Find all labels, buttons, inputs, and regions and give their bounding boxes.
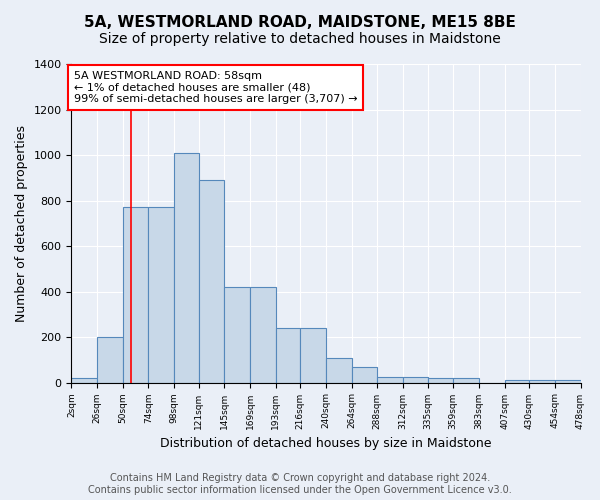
Bar [275,328,300,382]
Text: 5A, WESTMORLAND ROAD, MAIDSTONE, ME15 8BE: 5A, WESTMORLAND ROAD, MAIDSTONE, ME15 8B… [84,15,516,30]
Bar [300,328,326,382]
Bar [428,378,453,382]
Bar [326,358,352,382]
Bar [505,380,529,382]
Bar [123,208,148,382]
Bar [403,377,428,382]
Bar [453,378,479,382]
Y-axis label: Number of detached properties: Number of detached properties [15,125,28,322]
Bar [97,337,123,382]
Bar [224,287,250,382]
Bar [148,208,174,382]
Text: 5A WESTMORLAND ROAD: 58sqm
← 1% of detached houses are smaller (48)
99% of semi-: 5A WESTMORLAND ROAD: 58sqm ← 1% of detac… [74,71,357,104]
X-axis label: Distribution of detached houses by size in Maidstone: Distribution of detached houses by size … [160,437,492,450]
Bar [377,377,403,382]
Bar [352,366,377,382]
Bar [199,180,224,382]
Bar [555,380,581,382]
Bar [250,287,275,382]
Bar [529,380,555,382]
Text: Contains HM Land Registry data © Crown copyright and database right 2024.
Contai: Contains HM Land Registry data © Crown c… [88,474,512,495]
Bar [71,378,97,382]
Bar [174,152,199,382]
Text: Size of property relative to detached houses in Maidstone: Size of property relative to detached ho… [99,32,501,46]
